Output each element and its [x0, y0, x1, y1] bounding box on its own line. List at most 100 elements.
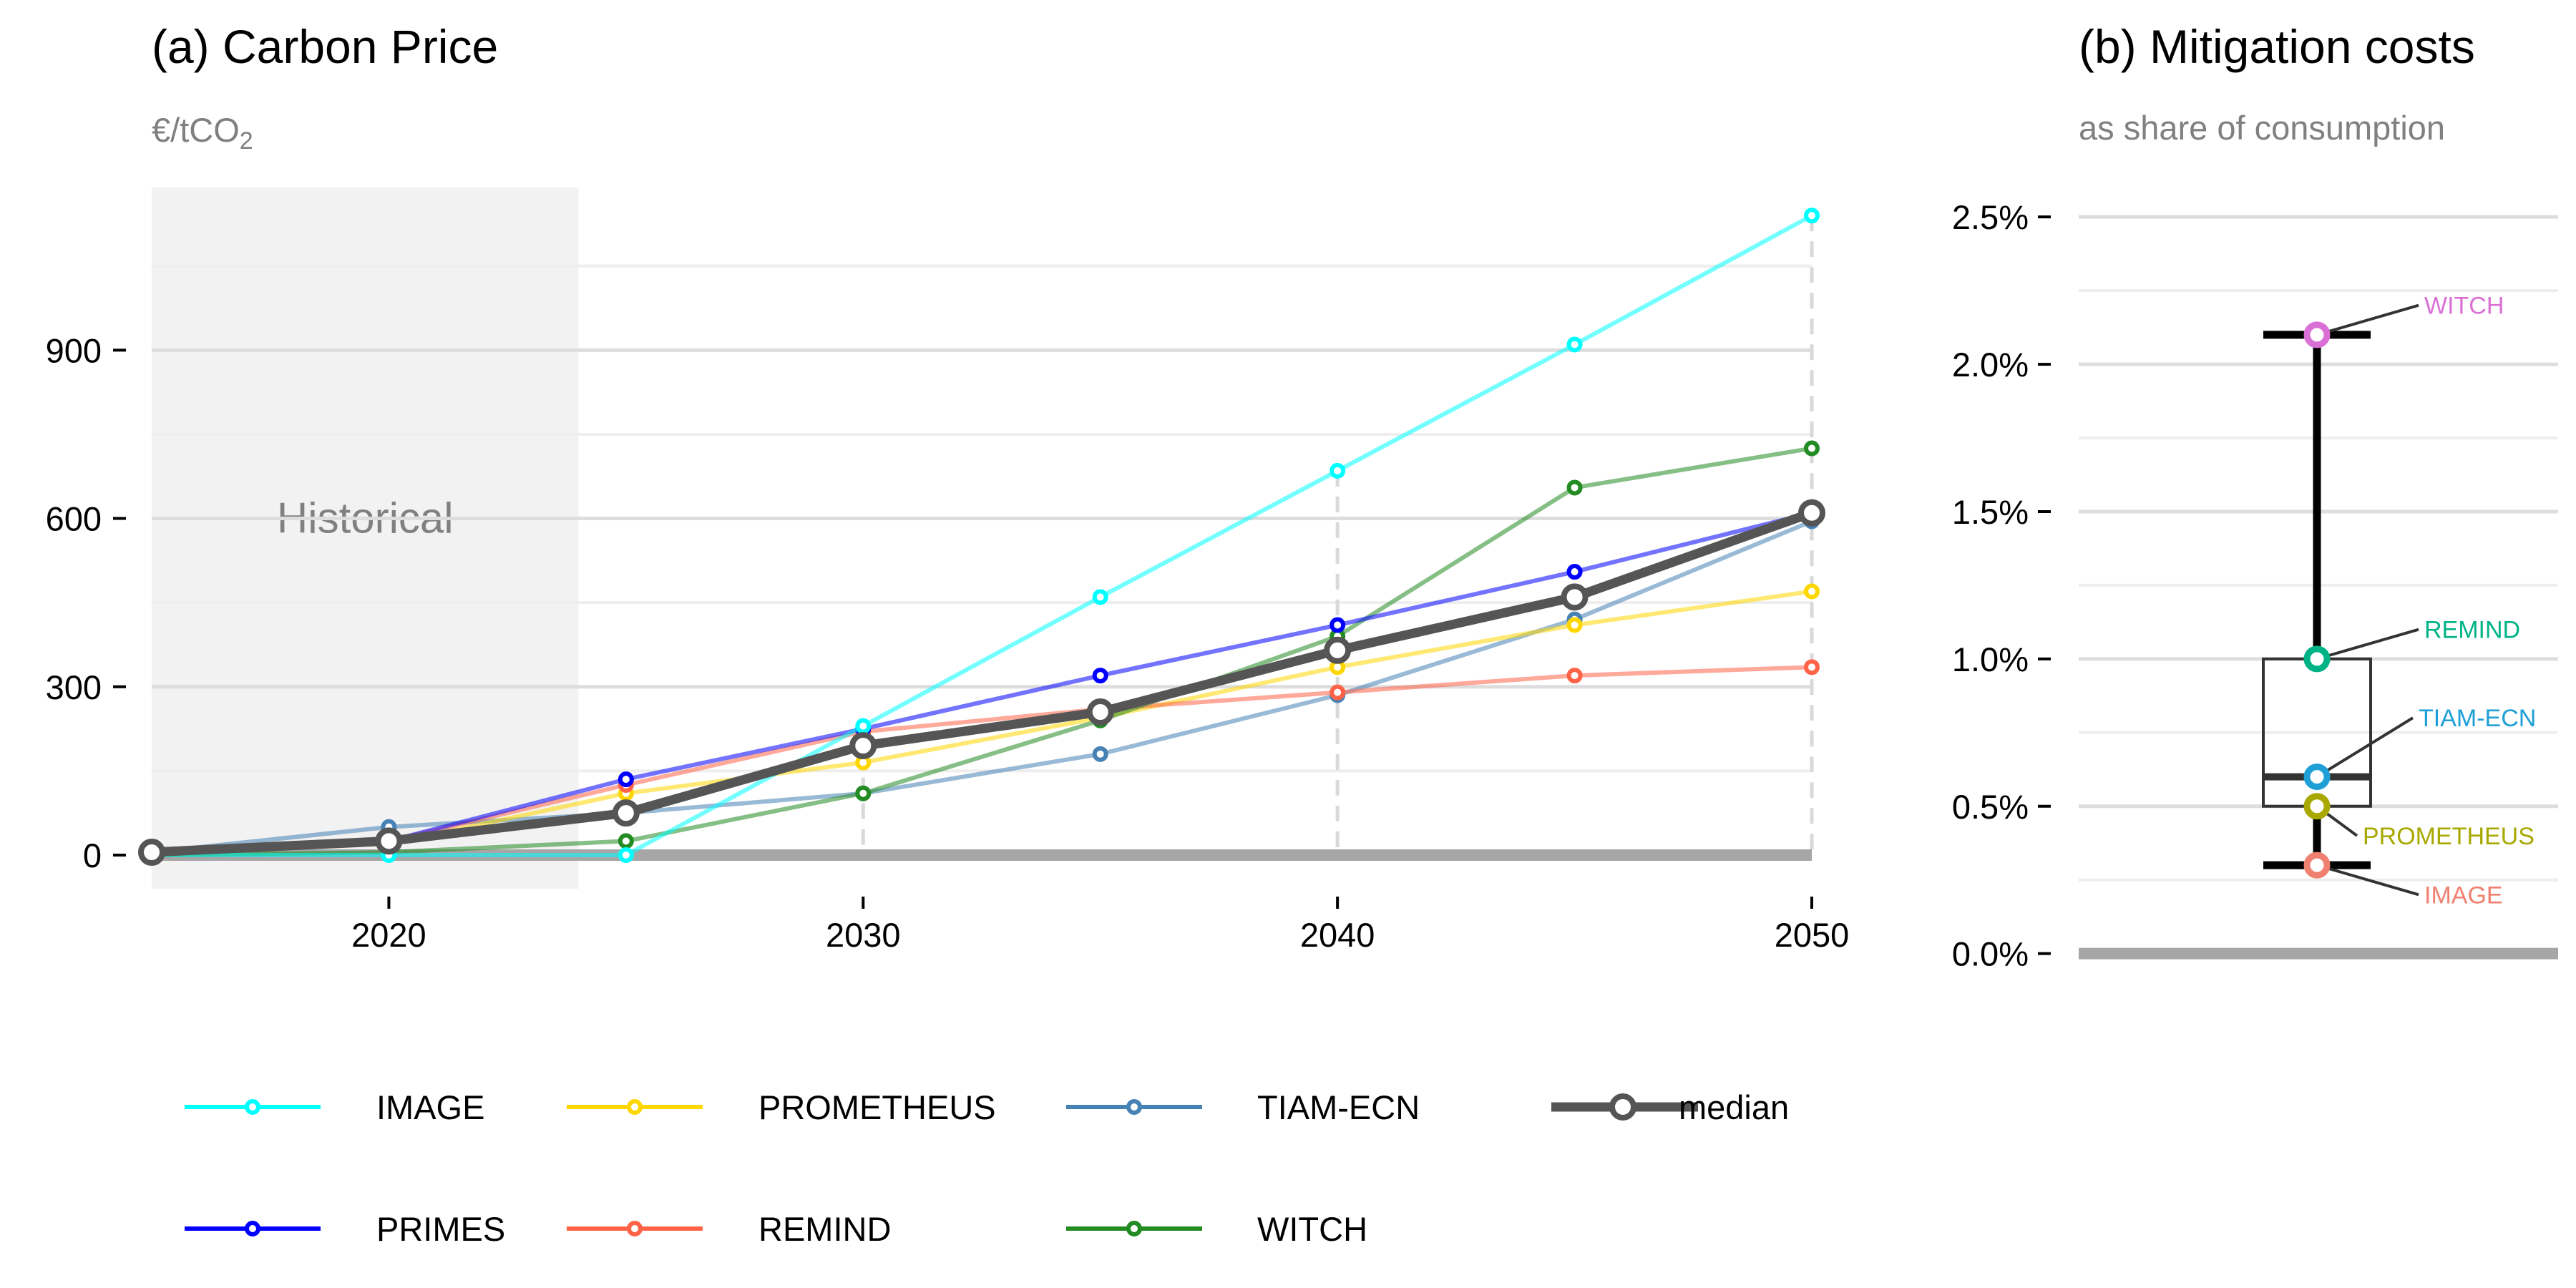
data-point [1566, 336, 1583, 353]
label-connector [2316, 864, 2419, 897]
data-point [855, 718, 872, 734]
series-line [152, 213, 1813, 857]
data-point [1330, 462, 1346, 479]
x-tick-label: 2020 [351, 916, 426, 954]
model-label: TIAM-ECN [2419, 705, 2536, 732]
y-tick-label: 0 [83, 836, 102, 874]
median-point [138, 839, 165, 867]
unit-subscript: 2 [240, 127, 253, 155]
point-remind: REMIND [2303, 617, 2520, 673]
median-point [1561, 583, 1589, 611]
y-tick-label: 0.5% [1952, 788, 2029, 826]
panel-b-title: (b) Mitigation costs [2079, 20, 2475, 73]
x-tick-label: 2030 [826, 916, 901, 954]
data-point [1330, 684, 1346, 701]
point-prometheus: PROMETHEUS [2303, 793, 2534, 850]
model-label: REMIND [2424, 617, 2520, 644]
panel-a-unit: €/tCO2 [152, 111, 253, 155]
legend-label: median [1679, 1088, 1789, 1126]
x-tick-label: 2050 [1775, 916, 1850, 954]
median-point [849, 732, 877, 760]
model-point [2303, 763, 2331, 791]
panel-b-grid [2079, 215, 2558, 960]
model-label: PROMETHEUS [2363, 823, 2534, 850]
y-tick-label: 1.0% [1952, 640, 2029, 678]
legend-swatch-marker [1609, 1093, 1636, 1121]
median-line [151, 508, 1814, 857]
legend-swatch-marker [627, 1099, 643, 1115]
carbon-price-series [138, 208, 1825, 867]
data-point [1092, 746, 1108, 762]
legend-item-image: IMAGE [185, 1088, 484, 1126]
panel-b-y-ticks: 0.0% 0.5% 1.0% 1.5% 2.0% 2.5% [1952, 198, 2051, 973]
model-label: IMAGE [2424, 882, 2503, 909]
y-tick-label: 2.5% [1952, 198, 2029, 236]
legend: IMAGE PROMETHEUS TIAM-ECN median PRIMES REMIN… [185, 1088, 1789, 1248]
point-image: IMAGE [2303, 852, 2503, 909]
legend-item-prometheus: PROMETHEUS [567, 1088, 996, 1126]
data-point [1804, 208, 1820, 224]
model-point [2303, 645, 2331, 673]
x-tick-label: 2040 [1300, 916, 1375, 954]
panel-a-title: (a) Carbon Price [152, 20, 498, 73]
point-tiam-ecn: TIAM-ECN [2303, 705, 2536, 791]
legend-item-primes: PRIMES [185, 1210, 505, 1248]
data-point [618, 771, 634, 788]
model-points: WITCH REMIND TIAM-ECN PROMETHEUS IMAGE [2303, 293, 2536, 909]
model-point [2303, 793, 2331, 820]
legend-label: IMAGE [376, 1088, 484, 1126]
label-connector [2316, 628, 2419, 660]
series-line [151, 510, 1813, 855]
model-point [2303, 321, 2331, 348]
model-point [2303, 852, 2331, 879]
data-point [1804, 659, 1820, 675]
data-point [618, 833, 634, 849]
vertical-dashed-lines [861, 215, 1814, 855]
legend-label: REMIND [758, 1210, 891, 1248]
median-point [1798, 499, 1825, 527]
data-point [1092, 668, 1108, 684]
legend-label: PRIMES [376, 1210, 505, 1248]
data-point [1330, 617, 1346, 633]
label-connector [2316, 716, 2414, 779]
data-point [618, 847, 634, 863]
panel-a-x-ticks: 2020 2030 2040 2050 [351, 897, 1849, 954]
unit-main: €/tCO [152, 111, 240, 149]
legend-item-witch: WITCH [1066, 1210, 1367, 1248]
legend-swatch-marker [627, 1221, 643, 1236]
legend-swatch-marker [1126, 1221, 1142, 1236]
legend-swatch-marker [245, 1221, 260, 1236]
legend-swatch-marker [1126, 1099, 1142, 1115]
point-witch: WITCH [2303, 293, 2504, 348]
data-point [1566, 479, 1583, 496]
legend-label: TIAM-ECN [1257, 1088, 1420, 1126]
panel-b-mitigation-costs: (b) Mitigation costs as share of consump… [1952, 20, 2558, 973]
series-median [138, 499, 1825, 867]
y-tick-label: 0.0% [1952, 935, 2029, 973]
data-point [1566, 668, 1583, 684]
data-point [1566, 564, 1583, 580]
series-line [151, 446, 1813, 857]
median-point [375, 827, 403, 855]
data-point [1804, 583, 1820, 600]
data-point [1092, 589, 1108, 605]
panel-b-subtitle: as share of consumption [2079, 109, 2445, 147]
data-point [1566, 617, 1583, 633]
y-tick-label: 900 [46, 331, 102, 369]
model-label: WITCH [2424, 293, 2504, 320]
y-tick-label: 2.0% [1952, 346, 2029, 384]
legend-item-median: median [1551, 1088, 1789, 1126]
y-tick-label: 300 [46, 668, 102, 706]
data-point [855, 785, 872, 801]
legend-swatch-marker [245, 1099, 260, 1115]
y-tick-label: 1.5% [1952, 493, 2029, 531]
legend-label: PROMETHEUS [758, 1088, 996, 1126]
median-point [1324, 636, 1352, 664]
y-tick-label: 600 [46, 500, 102, 538]
panel-a-y-ticks: 0 300 600 900 [46, 331, 126, 874]
legend-item-tiam-ecn: TIAM-ECN [1066, 1088, 1420, 1126]
median-point [612, 799, 640, 827]
data-point [1804, 440, 1820, 457]
legend-item-remind: REMIND [567, 1210, 891, 1248]
